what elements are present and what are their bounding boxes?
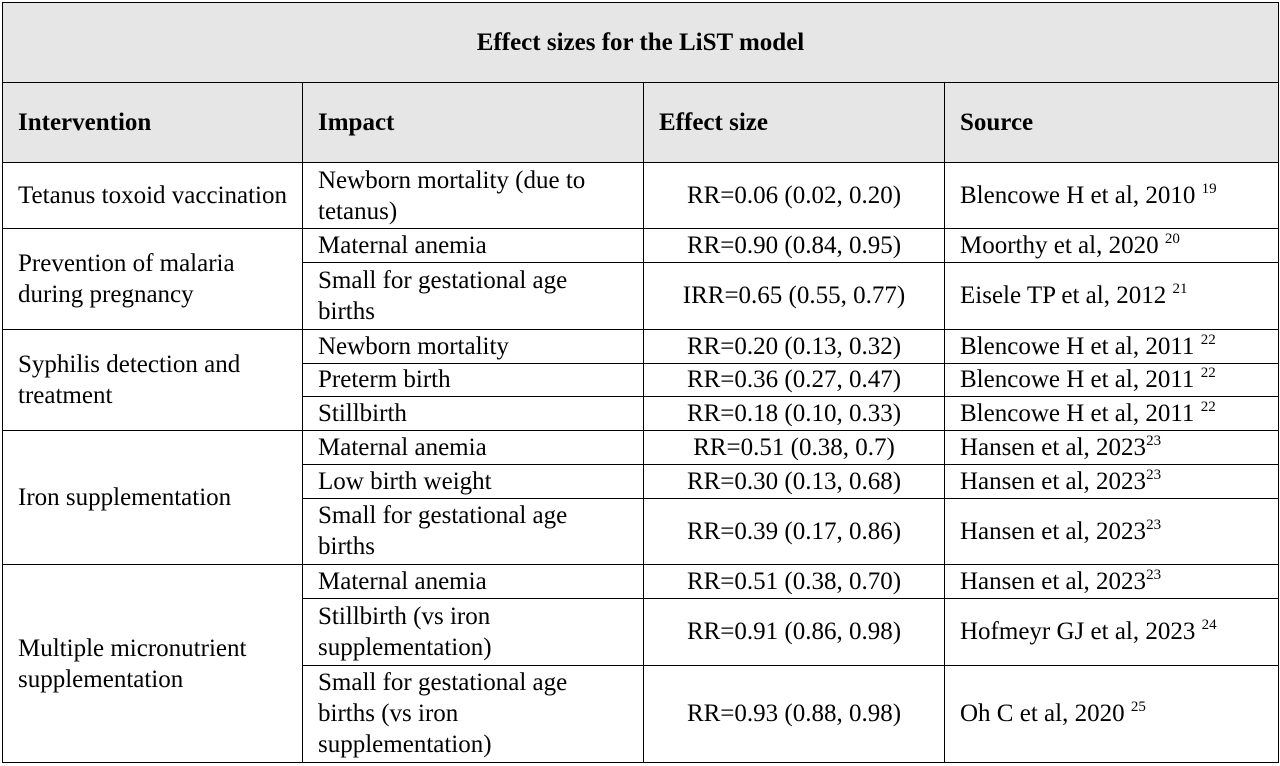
source-cell: Oh C et al, 2020 25 bbox=[943, 664, 1280, 764]
source-cell: Blencowe H et al, 2010 19 bbox=[943, 161, 1280, 230]
intervention-cell: Multiple micronutrient supplementation bbox=[2, 564, 303, 763]
effect-size-cell: RR=0.51 (0.38, 0.70) bbox=[643, 564, 945, 600]
impact-cell: Low birth weight bbox=[302, 463, 644, 499]
impact-cell: Newborn mortality bbox=[302, 328, 644, 364]
table-row: Prevention of malaria during pregnancy M… bbox=[2, 228, 1280, 330]
source-text: Hansen et al, 2023 bbox=[960, 433, 1147, 461]
table-row: Small for gestational age births (vs iro… bbox=[3, 664, 1280, 764]
reference-number: 22 bbox=[1200, 399, 1216, 416]
source-text: Hansen et al, 2023 bbox=[960, 467, 1147, 495]
table-title: Effect sizes for the LiST model bbox=[1, 2, 1280, 83]
impact-cell: Newborn mortality (due to tetanus) bbox=[302, 161, 644, 230]
effect-size-cell: RR=0.36 (0.27, 0.47) bbox=[643, 362, 945, 398]
header-intervention: Intervention bbox=[2, 81, 303, 163]
source-cell: Eisele TP et al, 2012 21 bbox=[943, 262, 1280, 330]
source-cell: Blencowe H et al, 2011 22 bbox=[943, 328, 1280, 364]
source-text: Hansen et al, 2023 bbox=[960, 517, 1147, 545]
source-cell: Hansen et al, 202323 bbox=[943, 497, 1280, 566]
reference-number: 23 bbox=[1146, 567, 1162, 584]
effect-size-cell: IRR=0.65 (0.55, 0.77) bbox=[643, 262, 945, 330]
table-row: Iron supplementation Maternal anemia RR=… bbox=[2, 430, 1280, 566]
source-text: Blencowe H et al, 2011 bbox=[960, 400, 1201, 428]
source-text: Blencowe H et al, 2010 bbox=[960, 182, 1202, 210]
intervention-cell: Iron supplementation bbox=[2, 430, 303, 566]
impact-cell: Maternal anemia bbox=[302, 430, 644, 465]
source-text: Blencowe H et al, 2011 bbox=[960, 366, 1201, 394]
source-cell: Hansen et al, 202323 bbox=[943, 430, 1280, 465]
source-text: Oh C et al, 2020 bbox=[960, 700, 1131, 728]
source-cell: Hofmeyr GJ et al, 2023 24 bbox=[943, 598, 1280, 666]
reference-number: 24 bbox=[1201, 617, 1217, 634]
effect-size-cell: RR=0.90 (0.84, 0.95) bbox=[643, 228, 945, 264]
source-cell: Hansen et al, 202323 bbox=[943, 564, 1280, 600]
source-cell: Blencowe H et al, 2011 22 bbox=[943, 396, 1280, 432]
effect-size-cell: RR=0.91 (0.86, 0.98) bbox=[643, 598, 945, 666]
table-row: Tetanus toxoid vaccination Newborn morta… bbox=[2, 161, 1280, 230]
header-effect-size: Effect size bbox=[643, 81, 945, 163]
impact-cell: Stillbirth bbox=[302, 396, 644, 432]
reference-number: 19 bbox=[1201, 181, 1217, 198]
source-cell: Hansen et al, 202323 bbox=[943, 463, 1280, 499]
effect-size-cell: RR=0.30 (0.13, 0.68) bbox=[643, 463, 945, 499]
source-cell: Blencowe H et al, 2011 22 bbox=[943, 362, 1280, 398]
reference-number: 20 bbox=[1164, 231, 1180, 248]
intervention-cell: Syphilis detection and treatment bbox=[2, 328, 303, 432]
impact-cell: Small for gestational age births bbox=[302, 497, 644, 566]
reference-number: 22 bbox=[1200, 331, 1216, 348]
header-row: Intervention Impact Effect size Source bbox=[2, 81, 1280, 163]
impact-cell: Maternal anemia bbox=[302, 228, 644, 264]
impact-cell: Small for gestational age births (vs iro… bbox=[302, 664, 644, 764]
source-cell: Moorthy et al, 2020 20 bbox=[943, 228, 1280, 264]
effect-size-cell: RR=0.51 (0.38, 0.7) bbox=[643, 430, 945, 465]
table-row: Multiple micronutrient supplementation M… bbox=[2, 564, 1280, 763]
reference-number: 23 bbox=[1146, 516, 1162, 533]
impact-cell: Preterm birth bbox=[302, 362, 644, 398]
source-text: Moorthy et al, 2020 bbox=[960, 232, 1165, 260]
header-source: Source bbox=[943, 81, 1280, 163]
table-row: Syphilis detection and treatment Newborn… bbox=[2, 328, 1280, 432]
intervention-cell: Tetanus toxoid vaccination bbox=[2, 161, 303, 230]
table-row: Stillbirth (vs iron supplementation) RR=… bbox=[3, 598, 1280, 666]
effect-size-cell: RR=0.06 (0.02, 0.20) bbox=[643, 161, 945, 230]
reference-number: 22 bbox=[1200, 365, 1216, 382]
effect-size-cell: RR=0.20 (0.13, 0.32) bbox=[643, 328, 945, 364]
reference-number: 23 bbox=[1146, 432, 1162, 449]
source-text: Eisele TP et al, 2012 bbox=[960, 282, 1173, 310]
impact-cell: Maternal anemia bbox=[302, 564, 644, 600]
source-text: Hansen et al, 2023 bbox=[960, 568, 1147, 596]
table-row: Low birth weight RR=0.30 (0.13, 0.68) Ha… bbox=[3, 463, 1280, 499]
impact-cell: Stillbirth (vs iron supplementation) bbox=[302, 598, 644, 666]
impact-cell: Small for gestational age births bbox=[302, 262, 644, 330]
effect-size-cell: RR=0.18 (0.10, 0.33) bbox=[643, 396, 945, 432]
source-text: Blencowe H et al, 2011 bbox=[960, 332, 1201, 360]
table-row: Preterm birth RR=0.36 (0.27, 0.47) Blenc… bbox=[3, 362, 1280, 398]
effect-size-cell: RR=0.39 (0.17, 0.86) bbox=[643, 497, 945, 566]
source-text: Hofmeyr GJ et al, 2023 bbox=[960, 618, 1202, 646]
table-row: Small for gestational age births RR=0.39… bbox=[3, 497, 1280, 566]
reference-number: 21 bbox=[1172, 281, 1188, 298]
reference-number: 25 bbox=[1130, 699, 1146, 716]
table-row: Stillbirth RR=0.18 (0.10, 0.33) Blencowe… bbox=[3, 396, 1280, 432]
header-impact: Impact bbox=[302, 81, 644, 163]
intervention-cell: Prevention of malaria during pregnancy bbox=[2, 228, 303, 330]
reference-number: 23 bbox=[1146, 466, 1162, 483]
effect-size-cell: RR=0.93 (0.88, 0.98) bbox=[643, 664, 945, 764]
